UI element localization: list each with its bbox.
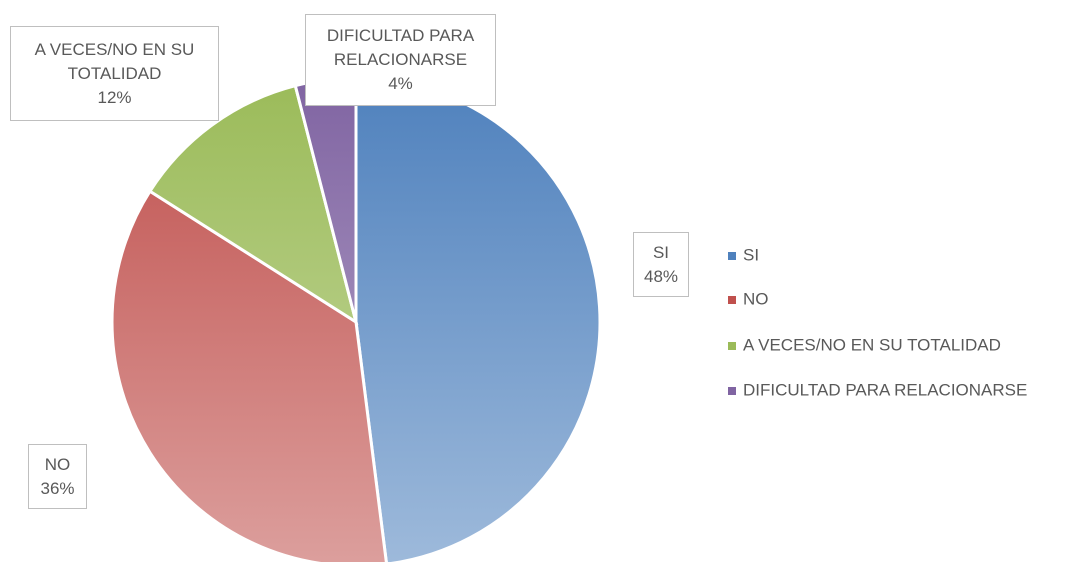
data-label-category: NO — [44, 454, 71, 474]
legend-marker — [728, 387, 736, 395]
data-label-category: A VECES/NO EN SU TOTALIDAD — [34, 39, 195, 83]
data-label-category: SI — [652, 242, 670, 262]
legend-marker — [728, 342, 736, 350]
data-label-value: 12% — [97, 87, 132, 107]
data-label: A VECES/NO EN SU TOTALIDAD 12% — [10, 26, 219, 121]
legend-label: DIFICULTAD PARA RELACIONARSE — [743, 380, 1027, 399]
data-label: NO 36% — [28, 444, 87, 509]
pie-slice — [354, 76, 602, 562]
legend-label: NO — [743, 289, 769, 308]
data-label-value: 36% — [40, 478, 75, 498]
data-label-value: 4% — [388, 74, 413, 93]
data-label-value: 48% — [643, 266, 679, 286]
data-label-category: DIFICULTAD PARA RELACIONARSE — [326, 26, 475, 69]
legend-marker — [728, 296, 736, 304]
data-label: SI 48% — [633, 232, 689, 297]
legend-label: SI — [743, 245, 759, 264]
data-label: DIFICULTAD PARA RELACIONARSE 4% — [305, 14, 496, 106]
legend-marker — [728, 252, 736, 260]
legend-label: A VECES/NO EN SU TOTALIDAD — [743, 335, 1001, 354]
pie-slice — [147, 83, 359, 326]
